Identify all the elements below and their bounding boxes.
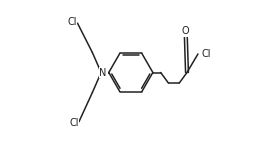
Text: Cl: Cl	[67, 17, 76, 27]
Text: O: O	[182, 26, 189, 36]
Text: Cl: Cl	[202, 49, 211, 59]
Text: N: N	[99, 68, 107, 77]
Text: Cl: Cl	[69, 118, 79, 128]
